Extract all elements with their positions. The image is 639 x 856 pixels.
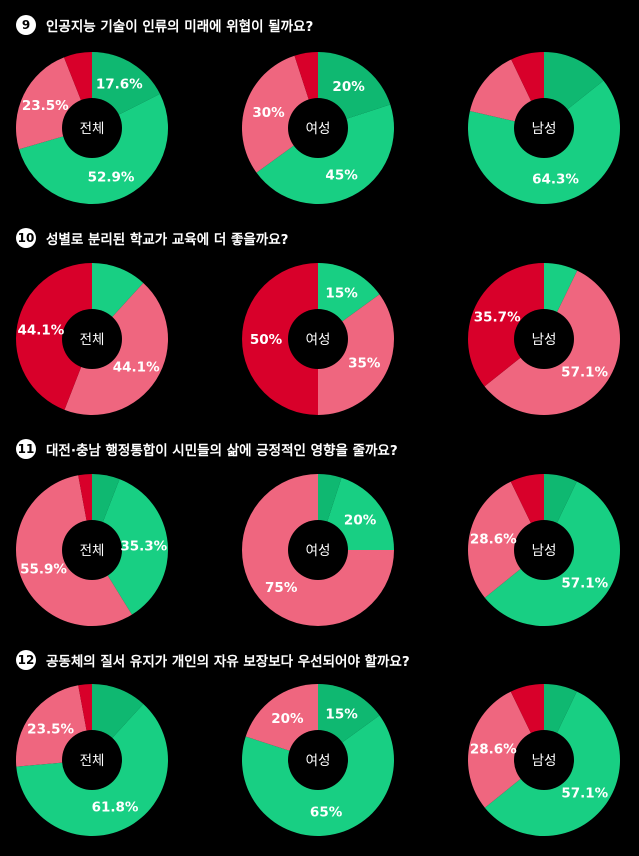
question-number-badge: 11 [16, 439, 36, 459]
donut-chart: 여성 20% 45% 30% [241, 52, 395, 205]
slice-data-label: 35.7% [474, 309, 521, 325]
slice-data-label: 44.1% [113, 359, 160, 375]
question-header: 11 대전·충남 행정통합이 시민들의 삶에 긍정적인 영향을 줄까요? [16, 438, 398, 460]
pie-slice [468, 263, 544, 387]
donut-center-label: 여성 [306, 121, 331, 137]
slice-data-label: 52.9% [88, 169, 135, 185]
slice-data-label: 75% [265, 580, 298, 596]
question-header: 10 성별로 분리된 학교가 교육에 더 좋을까요? [16, 227, 288, 249]
slice-data-label: 23.5% [27, 722, 74, 738]
pie-slice [92, 479, 169, 615]
donut-center-label: 여성 [306, 753, 331, 769]
donut-center-label: 여성 [306, 332, 331, 348]
donut-chart: 전체 35.3% 55.9% [16, 474, 169, 627]
donut-chart: 전체 17.6% 52.9% 23.5% [16, 52, 169, 205]
slice-data-label: 17.6% [96, 77, 143, 93]
pie-slice [242, 263, 318, 415]
donut-hole [514, 309, 574, 369]
slice-data-label: 15% [325, 286, 358, 302]
slice-data-label: 50% [250, 332, 283, 348]
slice-data-label: 64.3% [532, 172, 579, 188]
slice-data-label: 15% [325, 707, 358, 723]
donut-hole [514, 520, 574, 580]
slice-data-label: 20% [344, 512, 377, 528]
question-header: 9 인공지능 기술이 인류의 미래에 위협이 될까요? [16, 14, 313, 36]
donut-chart: 여성 15% 65% 20% [242, 684, 395, 836]
donut-chart: 남성 64.3% [468, 52, 621, 205]
donut-hole [514, 730, 574, 790]
donut-chart: 여성 15% 35% 50% [242, 263, 395, 415]
slice-data-label: 28.6% [470, 532, 517, 548]
donut-center-label: 여성 [306, 543, 331, 559]
question-text: 성별로 분리된 학교가 교육에 더 좋을까요? [46, 232, 289, 248]
slice-data-label: 30% [252, 105, 285, 121]
question-number-badge: 12 [16, 650, 36, 670]
pie-slice [468, 691, 544, 808]
slice-data-label: 28.6% [470, 742, 517, 758]
slice-data-label: 55.9% [20, 562, 67, 578]
donut-hole [288, 309, 348, 369]
slice-data-label: 45% [325, 167, 358, 183]
question-text: 공동체의 질서 유지가 개인의 자유 보장보다 우선되어야 할까요? [46, 654, 410, 670]
question-number-badge: 9 [16, 15, 36, 35]
donut-chart: 전체 61.8% 23.5% [15, 684, 168, 836]
pie-slice [468, 481, 544, 598]
slice-data-label: 65% [310, 804, 343, 820]
donut-center-label: 전체 [80, 753, 105, 769]
donut-hole [288, 730, 348, 790]
donut-hole [62, 730, 122, 790]
donut-hole [288, 98, 348, 158]
slice-data-label: 57.1% [561, 365, 608, 381]
donut-hole [288, 520, 348, 580]
slice-data-label: 57.1% [561, 785, 608, 801]
slice-data-label: 35.3% [120, 538, 167, 554]
donut-center-label: 남성 [532, 121, 557, 137]
donut-center-label: 전체 [80, 543, 105, 559]
pie-slice [241, 55, 318, 173]
donut-hole [62, 98, 122, 158]
donut-center-label: 전체 [80, 332, 105, 348]
slice-data-label: 20% [332, 79, 365, 95]
donut-hole [62, 520, 122, 580]
donut-center-label: 남성 [532, 543, 557, 559]
pie-slice [15, 263, 92, 410]
donut-hole [62, 309, 122, 369]
pie-slice [318, 294, 395, 415]
donut-chart: 전체 44.1% 44.1% [15, 263, 169, 416]
donut-center-label: 전체 [80, 121, 105, 137]
slice-data-label: 23.5% [22, 98, 69, 114]
donut-hole [514, 98, 574, 158]
question-text: 대전·충남 행정통합이 시민들의 삶에 긍정적인 영향을 줄까요? [46, 443, 398, 459]
slice-data-label: 57.1% [561, 575, 608, 591]
slice-data-label: 35% [348, 356, 381, 372]
donut-chart: 여성 20% 75% [242, 474, 394, 626]
slice-data-label: 44.1% [17, 322, 64, 338]
slice-data-label: 61.8% [92, 800, 139, 816]
donut-chart: 남성 57.1% 35.7% [468, 263, 621, 416]
question-text: 인공지능 기술이 인류의 미래에 위협이 될까요? [46, 19, 314, 35]
slice-data-label: 20% [271, 711, 304, 727]
question-header: 12 공동체의 질서 유지가 개인의 자유 보장보다 우선되어야 할까요? [16, 649, 410, 671]
question-number-badge: 10 [16, 228, 36, 248]
donut-center-label: 남성 [532, 753, 557, 769]
donut-center-label: 남성 [532, 332, 557, 348]
